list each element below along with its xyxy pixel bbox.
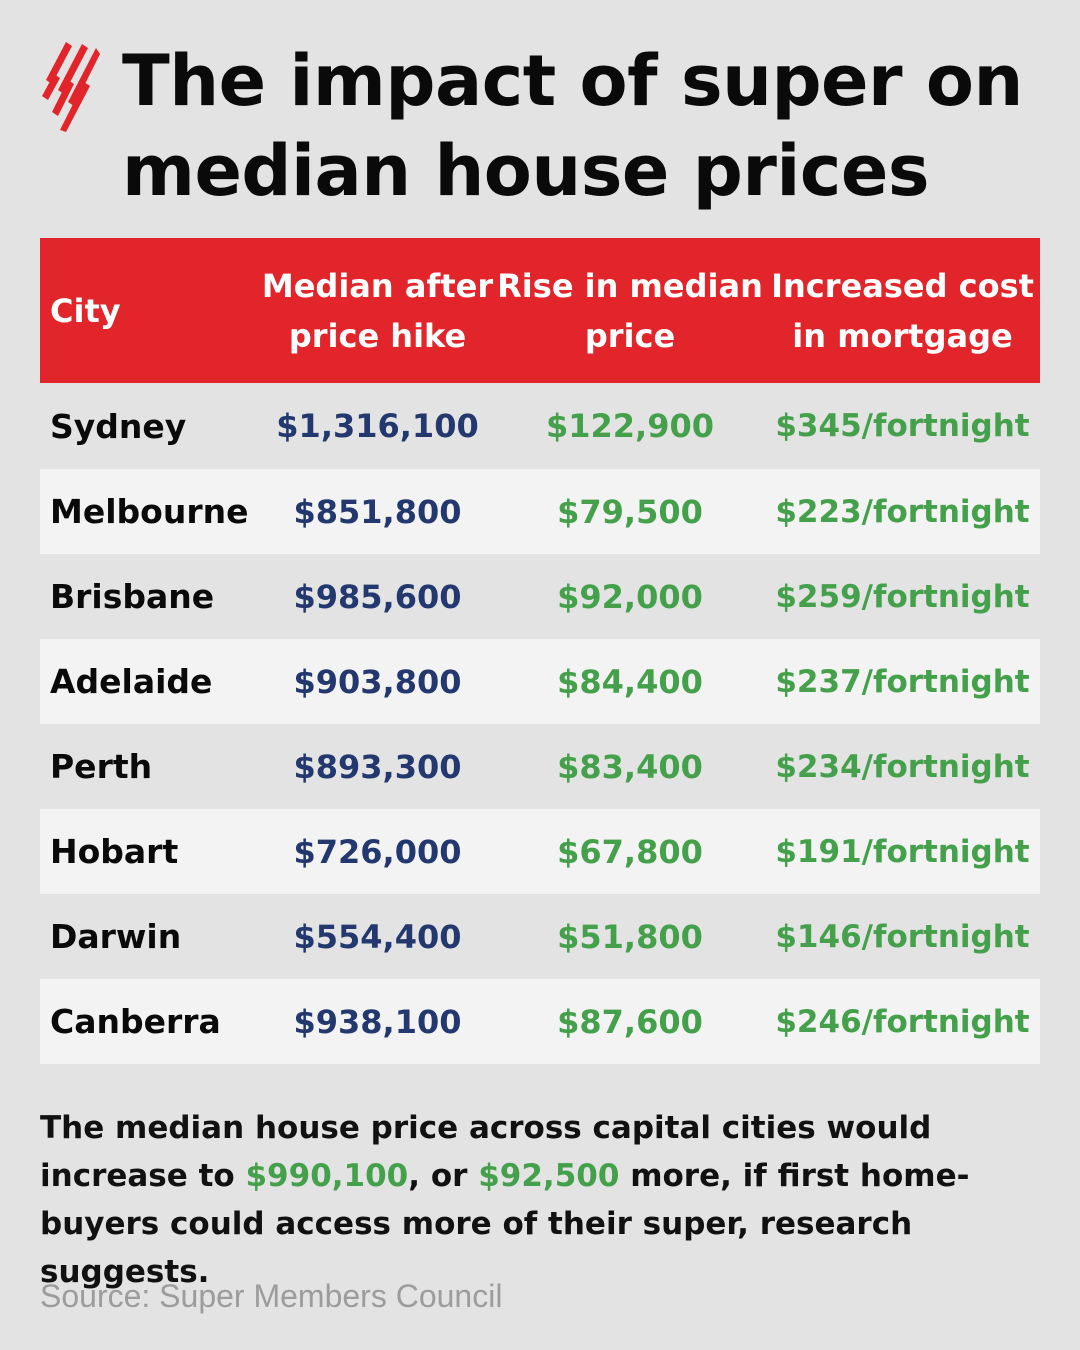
median-cell: $554,400 bbox=[293, 917, 462, 956]
city-cell: Canberra bbox=[50, 1002, 221, 1041]
summary-part-3: more, if first home-buyers could access … bbox=[40, 1158, 970, 1290]
median-cell: $903,800 bbox=[293, 662, 462, 701]
cost-cell: $191/fortnight bbox=[775, 833, 1030, 870]
table-row: Sydney $1,316,100 $122,900 $345/fortnigh… bbox=[40, 383, 1040, 469]
city-cell: Brisbane bbox=[50, 577, 215, 616]
table-row: Darwin $554,400 $51,800 $146/fortnight bbox=[40, 894, 1040, 979]
column-header-cost: Increased cost in mortgage bbox=[771, 266, 1034, 355]
city-cell: Hobart bbox=[50, 832, 179, 871]
cost-cell: $234/fortnight bbox=[775, 748, 1030, 785]
city-cell: Sydney bbox=[50, 406, 187, 446]
city-cell: Darwin bbox=[50, 917, 182, 956]
rise-cell: $79,500 bbox=[557, 492, 703, 531]
rise-cell: $87,600 bbox=[557, 1002, 703, 1041]
source-note: Source: Super Members Council bbox=[40, 1278, 503, 1314]
median-cell: $985,600 bbox=[293, 577, 462, 616]
summary-part-2: , or bbox=[408, 1158, 479, 1194]
table-row: Brisbane $985,600 $92,000 $259/fortnight bbox=[40, 554, 1040, 639]
median-cell: $938,100 bbox=[293, 1002, 462, 1041]
cost-cell: $146/fortnight bbox=[775, 918, 1030, 955]
table-row: Perth $893,300 $83,400 $234/fortnight bbox=[40, 724, 1040, 809]
city-cell: Adelaide bbox=[50, 662, 213, 701]
cost-cell: $237/fortnight bbox=[775, 663, 1030, 700]
data-table: City Median after price hike Rise in med… bbox=[40, 238, 1040, 1064]
column-header-rise: Rise in median price bbox=[497, 266, 763, 355]
rise-cell: $84,400 bbox=[557, 662, 703, 701]
rise-cell: $67,800 bbox=[557, 832, 703, 871]
summary-value-rise: $92,500 bbox=[478, 1158, 620, 1194]
median-cell: $726,000 bbox=[293, 832, 462, 871]
rise-cell: $83,400 bbox=[557, 747, 703, 786]
table-row: Hobart $726,000 $67,800 $191/fortnight bbox=[40, 809, 1040, 894]
cost-cell: $223/fortnight bbox=[775, 493, 1030, 530]
summary-value-median: $990,100 bbox=[245, 1158, 409, 1194]
rise-cell: $92,000 bbox=[557, 577, 703, 616]
city-cell: Perth bbox=[50, 747, 153, 786]
median-cell: $893,300 bbox=[293, 747, 462, 786]
rise-cell: $51,800 bbox=[557, 917, 703, 956]
sbs-logo-icon bbox=[42, 42, 100, 132]
page-title: The impact of super on median house pric… bbox=[122, 40, 1023, 212]
table-row: Canberra $938,100 $87,600 $246/fortnight bbox=[40, 979, 1040, 1064]
cost-cell: $259/fortnight bbox=[775, 578, 1030, 615]
summary-text: The median house price across capital ci… bbox=[40, 1104, 1040, 1296]
column-header-median: Median after price hike bbox=[261, 266, 494, 355]
rise-cell: $122,900 bbox=[545, 407, 714, 445]
summary-part-1: The median house price across capital ci… bbox=[40, 1110, 932, 1194]
table-header: City Median after price hike Rise in med… bbox=[40, 238, 1040, 383]
column-header-city: City bbox=[50, 291, 121, 330]
cost-cell: $246/fortnight bbox=[775, 1003, 1030, 1040]
median-cell: $851,800 bbox=[293, 492, 462, 531]
city-cell: Melbourne bbox=[50, 492, 249, 531]
table-row: Melbourne $851,800 $79,500 $223/fortnigh… bbox=[40, 469, 1040, 554]
median-cell: $1,316,100 bbox=[276, 407, 479, 445]
table-row: Adelaide $903,800 $84,400 $237/fortnight bbox=[40, 639, 1040, 724]
cost-cell: $345/fortnight bbox=[775, 408, 1030, 444]
